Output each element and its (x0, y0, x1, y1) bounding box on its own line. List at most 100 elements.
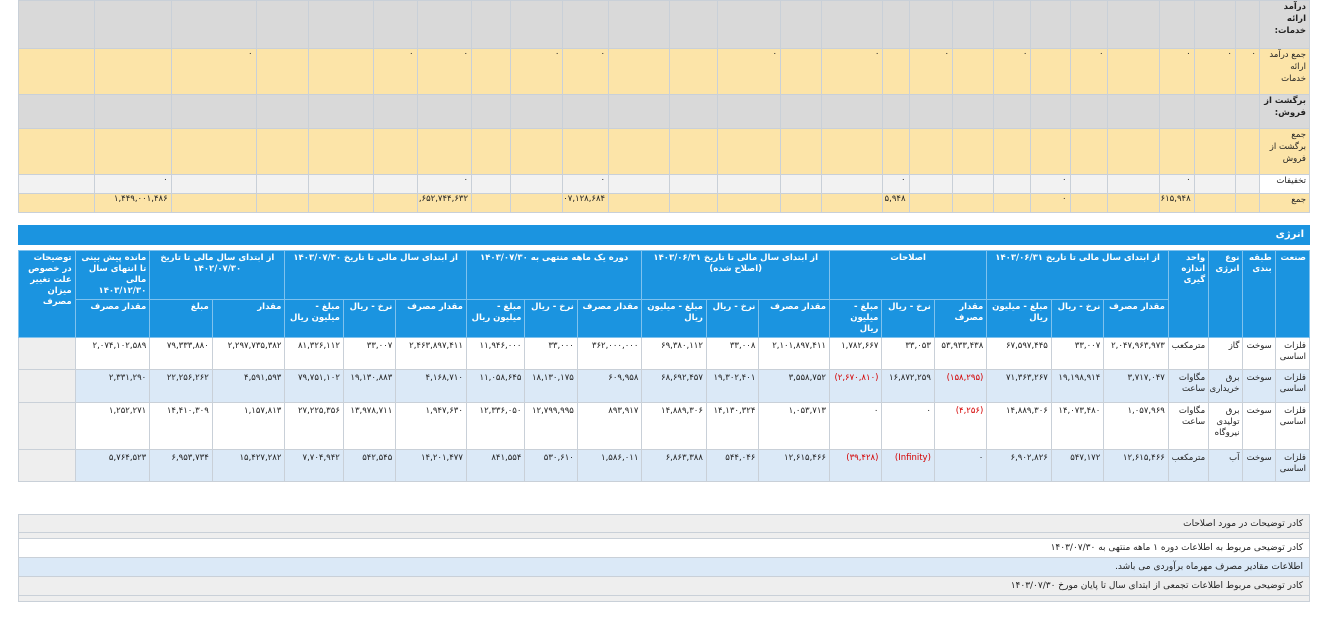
revenue-cell (993, 193, 1032, 213)
energy-value: ۱۲,۷۹۹,۹۹۵ (524, 402, 578, 450)
energy-value: ۳,۵۵۸,۷۵۲ (758, 369, 830, 403)
revenue-cell (1069, 94, 1108, 129)
revenue-cell (993, 0, 1032, 49)
revenue-cell: ۲۰۷,۱۲۸,۶۸۴ (562, 193, 610, 213)
revenue-cell (1069, 174, 1108, 194)
revenue-cell (882, 48, 910, 95)
header-change-explanation: توضیحات در خصوص علت تغییر میزان مصرف (18, 250, 76, 338)
energy-value: ۴,۱۶۸,۷۱۰ (395, 369, 467, 403)
energy-value: (۱۵۸,۲۹۵) (933, 369, 988, 403)
revenue-cell (170, 0, 257, 49)
revenue-row: جمع درآمد ارائه خدمات ۰ ۰ ۰ ۰ ۰ ۰ ۰ ۰ ۰ ۰ ۰ ۰ ۰ (17, 48, 1311, 95)
energy-explanation (18, 402, 76, 450)
revenue-cell (780, 193, 823, 213)
revenue-cell: ۰ (416, 48, 473, 95)
revenue-cell: ۰ (882, 174, 910, 194)
energy-value: ۶۸,۶۹۲,۴۵۷ (641, 369, 707, 403)
revenue-cell (416, 128, 473, 175)
energy-value: ۵۴۴,۰۴۶ (705, 449, 760, 482)
header-unit: واحد اندازه گیری (1167, 250, 1210, 338)
revenue-cell (821, 174, 884, 194)
revenue-cell (1106, 128, 1160, 175)
energy-value: ۲,۱۰۱,۸۹۷,۴۱۱ (758, 337, 830, 370)
revenue-cell (993, 174, 1032, 194)
energy-row: فلزات اساسی سوخت برق تولیدی نیروگاه مگاوات … (18, 402, 1311, 450)
revenue-cell (780, 174, 823, 194)
revenue-cell (471, 174, 512, 194)
revenue-cell (510, 0, 564, 49)
energy-energy-type: آب (1208, 449, 1244, 482)
energy-value: ۵۴۷,۱۷۲ (1050, 449, 1105, 482)
revenue-cell (908, 174, 954, 194)
header-group-ytd-0631: از ابتدای سال مالی تا تاریخ ۱۴۰۳/۰۶/۳۱ (986, 250, 1169, 300)
energy-value: ۱۲,۶۱۵,۴۶۶ (1103, 449, 1169, 482)
revenue-cell (373, 193, 418, 213)
energy-value: ۰ (933, 449, 988, 482)
revenue-cell: ۰ (993, 48, 1032, 95)
energy-value: ۲,۴۶۳,۸۹۷,۴۱۱ (395, 337, 467, 370)
header-group-ytd-0730: از ابتدای سال مالی تا تاریخ ۱۴۰۳/۰۷/۳۰ (284, 250, 467, 300)
revenue-cell (908, 0, 954, 49)
note-estimate: اطلاعات مقادیر مصرف مهرماه برآوردی می با… (18, 558, 1310, 577)
revenue-cell (669, 193, 718, 213)
revenue-cell (908, 193, 954, 213)
energy-value: ۱۴,۴۱۰,۳۰۹ (149, 402, 213, 450)
revenue-row-label: جمع (1258, 193, 1311, 213)
revenue-row-label: تخفیفات (1258, 174, 1311, 194)
note-cumulative: کادر توضیحی مربوط اطلاعات تجمعی از ابتدا… (18, 577, 1310, 596)
revenue-cell (882, 128, 910, 175)
revenue-row: درآمد ارائه خدمات: (17, 0, 1311, 49)
revenue-cell (716, 193, 782, 213)
revenue-cell (716, 174, 782, 194)
header-group-forecast: مانده پیش بینی تا انتهای سال مالی ۱۴۰۳/۱… (74, 250, 151, 300)
revenue-cell: ۰ (562, 48, 610, 95)
revenue-cell (608, 193, 671, 213)
revenue-row-label: برگشت از فروش: (1258, 94, 1311, 129)
revenue-cell (669, 0, 718, 49)
energy-value: ۷۹,۷۵۱,۱۰۲ (284, 369, 344, 403)
revenue-cell: ۰ (1030, 174, 1071, 194)
revenue-cell (255, 174, 309, 194)
energy-value: ۶,۸۶۳,۳۸۸ (641, 449, 707, 482)
revenue-cell: ۰ (1030, 193, 1071, 213)
revenue-row: تخفیفات ۰ ۰ ۰ ۰ ۰ ۰ (17, 174, 1311, 194)
revenue-cell (1235, 94, 1260, 129)
energy-value: ۱۹,۱۹۸,۹۱۴ (1050, 369, 1105, 403)
header-rate: نرخ - ریال (881, 299, 935, 338)
energy-value: ۸۹۳,۹۱۷ (576, 402, 643, 450)
revenue-cell (255, 0, 309, 49)
energy-industry: فلزات اساسی (1274, 449, 1311, 482)
revenue-cell (170, 174, 257, 194)
energy-value: ۱۱,۹۴۶,۰۰۰ (465, 337, 526, 370)
revenue-cell (416, 94, 473, 129)
revenue-cell (1106, 0, 1160, 49)
header-group-corrections: اصلاحات (828, 250, 988, 300)
revenue-cell (170, 193, 257, 213)
revenue-cell (1030, 48, 1071, 95)
revenue-cell (780, 94, 823, 129)
revenue-cell (908, 94, 954, 129)
energy-value: ۵۳,۹۳۳,۴۳۸ (933, 337, 988, 370)
header-rate: نرخ - ریال (524, 299, 578, 338)
revenue-cell (669, 94, 718, 129)
revenue-cell (94, 48, 172, 95)
revenue-cell: ۰ (1069, 48, 1108, 95)
revenue-cell (510, 174, 564, 194)
revenue-cell (307, 48, 375, 95)
energy-value: ۰ (828, 402, 883, 450)
revenue-cell (416, 0, 473, 49)
energy-unit: مگاوات ساعت (1167, 369, 1210, 403)
energy-value: ۲,۰۷۴,۱۰۲,۵۸۹ (74, 337, 151, 370)
energy-value: ۳۳,۰۵۳ (881, 337, 935, 370)
energy-value: ۶۹,۳۸۰,۱۱۲ (641, 337, 707, 370)
header-group-prev-year: از ابتدای سال مالی تا تاریخ ۱۴۰۲/۰۷/۳۰ (149, 250, 286, 300)
revenue-cell (1193, 174, 1237, 194)
revenue-cell (307, 174, 375, 194)
energy-value: ۱۴,۱۳۰,۳۲۴ (705, 402, 760, 450)
energy-value: ۱۸,۱۳۰,۱۷۵ (524, 369, 578, 403)
note-spacer (18, 596, 1310, 602)
revenue-cell (1106, 193, 1160, 213)
energy-value: ۶,۹۰۲,۸۲۶ (986, 449, 1052, 482)
revenue-cell (307, 94, 375, 129)
revenue-cell (608, 94, 671, 129)
